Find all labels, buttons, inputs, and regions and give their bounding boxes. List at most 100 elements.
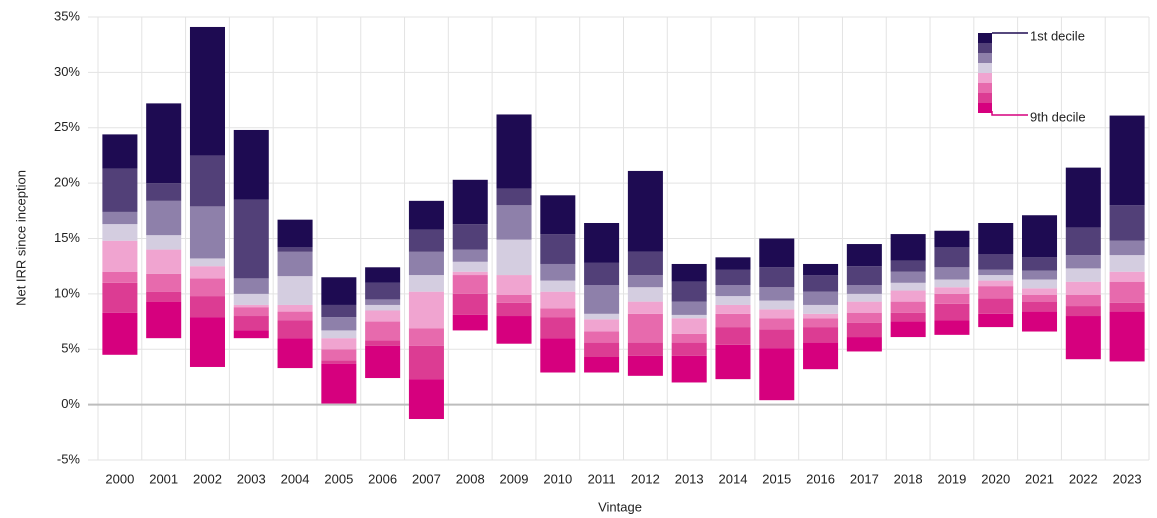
bar-segment bbox=[846, 301, 882, 313]
bar-segment bbox=[233, 199, 269, 279]
bar-segment bbox=[321, 330, 357, 339]
bar-segment bbox=[627, 170, 663, 252]
bar-segment bbox=[321, 363, 357, 404]
legend-label: 9th decile bbox=[1030, 109, 1086, 124]
bar-segment bbox=[1109, 281, 1145, 303]
y-tick-label: 10% bbox=[54, 285, 80, 300]
bar-segment bbox=[189, 296, 225, 318]
bar-segment bbox=[277, 251, 313, 277]
y-tick-label: 25% bbox=[54, 119, 80, 134]
bar-segment bbox=[715, 257, 751, 270]
bar-segment bbox=[452, 249, 488, 262]
bar-segment bbox=[1022, 279, 1058, 289]
bar-segment bbox=[803, 327, 839, 343]
bar-segment bbox=[584, 319, 620, 332]
bar-segment bbox=[759, 300, 795, 310]
bar-segment bbox=[671, 318, 707, 334]
bar-segment bbox=[1065, 255, 1101, 269]
bar-segment bbox=[540, 263, 576, 281]
bar-segment bbox=[408, 251, 444, 276]
bar-segment bbox=[365, 345, 401, 379]
bar-segment bbox=[365, 282, 401, 300]
bar-segment bbox=[1109, 271, 1145, 282]
bar-segment bbox=[671, 333, 707, 343]
y-tick-label: 5% bbox=[61, 341, 80, 356]
bar-segment bbox=[321, 360, 357, 364]
bar-segment bbox=[102, 282, 138, 313]
bar-segment bbox=[627, 313, 663, 343]
legend-swatch bbox=[978, 103, 992, 113]
bar-segment bbox=[102, 271, 138, 283]
bar-segment bbox=[1109, 311, 1145, 362]
x-axis-label: Vintage bbox=[598, 499, 642, 514]
bar-segment bbox=[365, 299, 401, 305]
bar-segment bbox=[452, 314, 488, 331]
x-tick-label: 2000 bbox=[105, 471, 134, 486]
bar-segment bbox=[102, 168, 138, 212]
bar-segment bbox=[759, 318, 795, 330]
y-tick-label: -5% bbox=[57, 451, 81, 466]
bar-segment bbox=[803, 275, 839, 292]
bar-segment bbox=[1022, 215, 1058, 258]
bar-segment bbox=[146, 235, 182, 250]
bar-segment bbox=[1065, 227, 1101, 256]
bar-segment bbox=[890, 290, 926, 302]
bar-segment bbox=[321, 338, 357, 350]
bar-segment bbox=[408, 379, 444, 420]
y-axis-label: Net IRR since inception bbox=[13, 170, 28, 306]
bar-segment bbox=[146, 291, 182, 302]
bar-segment bbox=[452, 261, 488, 272]
bar-segment bbox=[890, 321, 926, 338]
bar-segment bbox=[715, 327, 751, 345]
x-tick-label: 2018 bbox=[894, 471, 923, 486]
bar-segment bbox=[233, 330, 269, 339]
bar-segment bbox=[584, 331, 620, 343]
bar-segment bbox=[846, 244, 882, 267]
bar-segment bbox=[934, 287, 970, 294]
bar-segment bbox=[321, 349, 357, 361]
legend-swatch bbox=[978, 43, 992, 53]
bar-segment bbox=[540, 280, 576, 292]
y-tick-label: 35% bbox=[54, 8, 80, 23]
bar-segment bbox=[978, 222, 1014, 255]
legend-swatch bbox=[978, 83, 992, 93]
x-tick-label: 2023 bbox=[1113, 471, 1142, 486]
bar-segment bbox=[233, 304, 269, 308]
bar-segment bbox=[408, 200, 444, 230]
bar-segment bbox=[189, 278, 225, 297]
bar-segment bbox=[715, 296, 751, 305]
bar-segment bbox=[277, 320, 313, 339]
bar-segment bbox=[1022, 270, 1058, 280]
bar-segment bbox=[102, 312, 138, 355]
x-tick-label: 2001 bbox=[149, 471, 178, 486]
bar-segment bbox=[408, 328, 444, 346]
bar-segment bbox=[934, 267, 970, 280]
y-tick-label: 20% bbox=[54, 175, 80, 190]
legend-bracket bbox=[991, 111, 1028, 116]
bar-segment bbox=[671, 301, 707, 315]
bar-segment bbox=[102, 240, 138, 272]
bar-segment bbox=[978, 298, 1014, 314]
legend-swatch bbox=[978, 53, 992, 63]
y-tick-label: 30% bbox=[54, 64, 80, 79]
bar-segment bbox=[759, 267, 795, 288]
bar-segment bbox=[846, 293, 882, 302]
bar-segment bbox=[1109, 115, 1145, 206]
bar-segment bbox=[102, 224, 138, 241]
bar-segment bbox=[759, 287, 795, 301]
bar-segment bbox=[496, 114, 532, 189]
bar-segment bbox=[1065, 294, 1101, 307]
legend-label: 1st decile bbox=[1030, 28, 1085, 43]
bar-segment bbox=[1022, 301, 1058, 312]
x-tick-label: 2011 bbox=[588, 471, 616, 486]
bar-segment bbox=[890, 301, 926, 313]
bar-segment bbox=[584, 357, 620, 373]
bar-segment bbox=[759, 329, 795, 349]
bar-segment bbox=[671, 263, 707, 282]
bar-segment bbox=[934, 230, 970, 248]
bar-segment bbox=[452, 293, 488, 315]
x-tick-label: 2020 bbox=[981, 471, 1010, 486]
bar-segment bbox=[934, 303, 970, 321]
y-tick-label: 0% bbox=[61, 396, 80, 411]
bar-segment bbox=[408, 275, 444, 292]
